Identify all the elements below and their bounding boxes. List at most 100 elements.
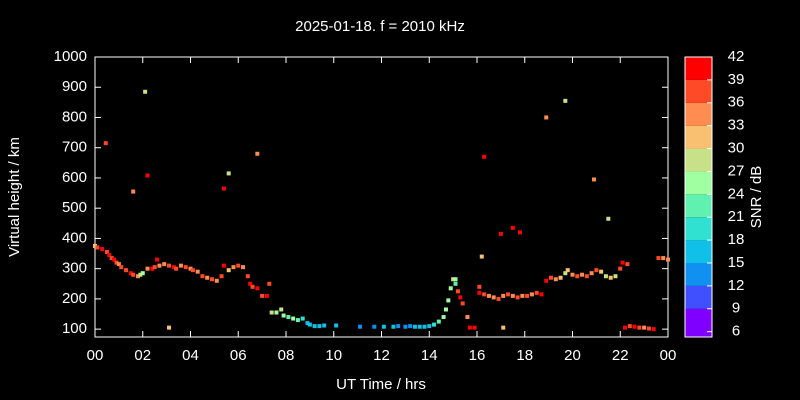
data-point [412,324,417,329]
x-tick-label: 22 [612,347,629,364]
colorbar-tick-label: 18 [728,231,745,248]
data-point [209,277,214,282]
data-point [584,274,589,279]
data-point [167,263,172,268]
colorbar-tick-label: 27 [728,162,745,179]
data-point [558,275,563,280]
data-point [549,275,554,280]
colorbar-block [685,125,712,149]
colorbar-block [685,57,712,80]
data-point [651,327,656,332]
data-point [575,274,580,279]
data-point [205,275,210,280]
data-point [436,319,441,324]
data-point [482,154,487,159]
data-point [317,324,322,329]
data-point [427,324,432,329]
data-point [195,269,200,274]
data-point [458,295,463,300]
data-point [145,266,150,271]
x-tick-label: 16 [469,347,486,364]
data-point [245,274,250,279]
colorbar-block [685,102,712,126]
data-point [358,324,363,329]
data-point [534,290,539,295]
colorbar-tick-label: 33 [728,117,745,134]
data-point [591,177,596,182]
data-point [408,324,413,329]
x-tick-label: 20 [564,347,581,364]
data-point [281,313,286,318]
data-point [107,253,112,258]
data-point [477,290,482,295]
y-tick-label: 800 [62,108,87,125]
data-point [391,324,396,329]
x-tick-label: 02 [134,347,151,364]
colorbar-tick-label: 21 [728,208,745,225]
data-point [178,263,183,268]
data-point [637,325,642,330]
data-point [93,243,97,248]
data-point [646,326,651,331]
x-tick-label: 14 [421,347,438,364]
data-point [455,289,460,294]
y-tick-label: 300 [62,260,87,277]
data-point [510,225,515,230]
data-point [248,281,253,286]
colorbar-tick-label: 42 [728,48,745,65]
data-point [465,315,470,320]
colorbar-block [685,171,712,195]
data-point [128,271,133,276]
data-point [482,292,487,297]
data-point [553,277,558,282]
colorbar-tick-label: 24 [728,185,745,202]
data-point [264,293,269,298]
data-point [226,268,231,273]
data-point [446,298,451,303]
data-point [656,256,661,261]
y-tick-label: 700 [62,139,87,156]
data-point [544,278,549,283]
data-point [539,292,544,297]
colorbar-tick-label: 30 [728,140,745,157]
colorbar-tick-label: 39 [728,71,745,88]
data-point [131,189,136,194]
y-tick-label: 1000 [54,48,87,65]
data-point [124,268,129,273]
data-point [135,274,140,279]
data-point [451,277,456,282]
x-tick-label: 00 [87,347,104,364]
data-point [162,262,167,267]
data-point [157,263,162,268]
colorbar-tick-label: 9 [732,300,740,317]
colorbar-block [685,79,712,103]
data-point [260,293,265,298]
colorbar-block [685,285,712,309]
data-point [479,254,484,259]
data-point [491,295,496,300]
data-point [627,324,632,329]
data-point [334,323,339,328]
data-point [150,266,155,271]
x-axis-label: UT Time / hrs [336,376,426,393]
data-point [467,325,472,330]
data-point [381,324,386,329]
data-point [241,265,246,270]
data-point [613,274,618,279]
colorbar-tick-label: 6 [732,323,740,340]
data-point [472,325,477,330]
data-point [231,265,236,270]
data-point [255,286,260,291]
colorbar-block [685,262,712,286]
data-point [396,324,401,329]
colorbar-label: SNR / dB [748,166,765,229]
data-point [661,256,666,261]
data-point [520,293,525,298]
data-point [131,272,136,277]
data-point [594,268,599,273]
data-point [279,307,284,312]
y-tick-label: 500 [62,199,87,216]
data-point [183,265,188,270]
data-point [498,231,503,236]
data-point [580,272,585,277]
